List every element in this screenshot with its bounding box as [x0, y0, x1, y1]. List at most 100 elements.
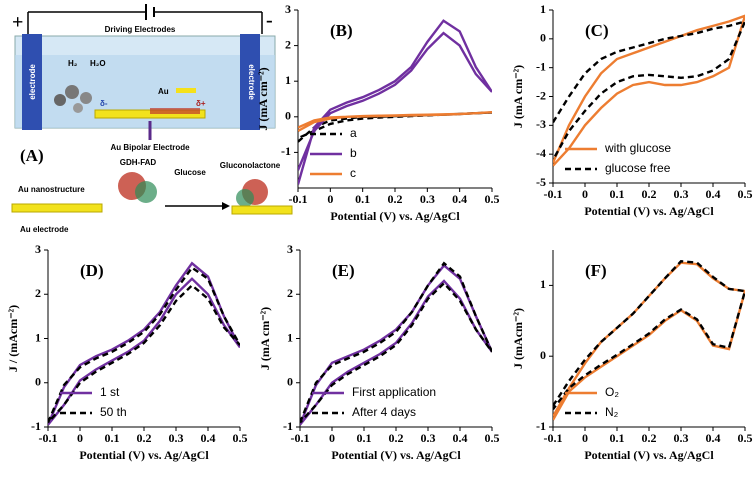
y-tick-label: -3 [536, 117, 546, 131]
au-label: Au [158, 87, 169, 96]
au-electrode [231, 205, 293, 215]
x-tick-label: 0.1 [610, 431, 625, 445]
enzyme [236, 189, 254, 207]
electrode-label: electrode [247, 64, 256, 100]
x-tick-label: 0 [582, 431, 588, 445]
panel-label: (D) [80, 261, 104, 280]
enzyme-label: GDH-FAD [120, 158, 157, 167]
x-tick-label: -0.1 [544, 187, 563, 201]
y-tick-label: 1 [540, 2, 546, 16]
y-axis-title: J (mA cm⁻²) [511, 65, 525, 128]
au-particle [176, 88, 196, 93]
x-tick-label: -0.1 [291, 431, 310, 445]
y-tick-label: 1 [287, 330, 293, 344]
legend-label: 1 st [100, 385, 120, 399]
y-axis-title: J (mAcm⁻²) [511, 308, 525, 369]
x-tick-label: 0.5 [233, 431, 248, 445]
y-tick-label: 2 [285, 37, 291, 51]
x-tick-label: 0.2 [389, 431, 404, 445]
delta-minus: δ- [100, 99, 108, 108]
legend-label: N₂ [605, 405, 619, 419]
x-tick-label: 0.4 [201, 431, 216, 445]
y-tick-label: -1 [536, 419, 546, 433]
minus-sign: - [266, 10, 273, 32]
y-tick-label: 1 [540, 277, 546, 291]
x-tick-label: -0.1 [289, 192, 308, 206]
h2-label: H₂ [68, 59, 78, 68]
y-tick-label: 2 [35, 286, 41, 300]
x-tick-label: -0.1 [544, 431, 563, 445]
cv-curve [300, 261, 492, 424]
x-tick-label: 0.2 [642, 431, 657, 445]
x-tick-label: 0 [582, 187, 588, 201]
y-axis-title: J (mA cm⁻²) [256, 67, 270, 130]
y-tick-label: 3 [285, 2, 291, 16]
x-tick-label: 0.1 [105, 431, 120, 445]
x-tick-label: 0.5 [738, 187, 753, 201]
y-tick-label: 0 [35, 375, 41, 389]
x-tick-label: 0.4 [706, 187, 721, 201]
x-tick-label: -0.1 [39, 431, 58, 445]
x-tick-label: 0.1 [355, 192, 370, 206]
bubble [54, 94, 66, 106]
y-tick-label: 1 [35, 330, 41, 344]
x-axis-title: Potential (V) vs. Ag/AgCl [584, 448, 714, 462]
x-tick-label: 0 [77, 431, 83, 445]
x-tick-label: 0.3 [420, 192, 435, 206]
y-tick-label: 0 [540, 31, 546, 45]
y-tick-label: 3 [287, 242, 293, 256]
x-tick-label: 0.2 [137, 431, 152, 445]
legend-label: a [350, 126, 357, 140]
cv-curve [48, 266, 240, 424]
cv-curve [298, 111, 492, 133]
glucose-label: Glucose [174, 168, 206, 177]
bubble [65, 85, 79, 99]
y-axis-title: J (mA cm⁻²) [258, 307, 272, 370]
panel-label: (B) [330, 21, 353, 40]
enzyme [135, 181, 157, 203]
x-tick-label: 0.2 [642, 187, 657, 201]
y-tick-label: 3 [35, 242, 41, 256]
h2o-label: H₂O [90, 59, 106, 68]
y-axis-title: J / (mAcm⁻²) [6, 305, 20, 372]
arrow-head [222, 202, 230, 210]
y-tick-label: -5 [536, 175, 546, 189]
nano-label: Au nanostructure [18, 185, 85, 194]
chart-panel: -1 0 1 2 3 -0.1 0 0.1 0.2 0.3 0.4 0.5 Potential (V) … [258, 242, 500, 462]
cv-curve [300, 263, 492, 426]
legend-label: b [350, 146, 357, 160]
bubble [73, 103, 83, 113]
legend-label: 50 th [100, 405, 127, 419]
x-tick-label: 0.3 [674, 187, 689, 201]
cv-curve [553, 260, 745, 411]
chart-panel: -1 0 1 2 3 -0.1 0 0.1 0.2 0.3 0.4 0.5 Potential (V) … [6, 242, 248, 462]
x-axis-title: Potential (V) vs. Ag/AgCl [331, 448, 461, 462]
x-tick-label: 0.3 [169, 431, 184, 445]
panel-label: (C) [585, 21, 609, 40]
x-tick-label: 0.5 [738, 431, 753, 445]
chart-panel: -1 0 1 -0.1 0 0.1 0.2 0.3 0.4 0.5 Potential (V) vs… [511, 250, 753, 462]
panel-label: (F) [585, 261, 607, 280]
y-tick-label: 1 [285, 73, 291, 87]
panel-label: (E) [332, 261, 355, 280]
y-tick-label: 2 [287, 286, 293, 300]
bubble [80, 92, 92, 104]
y-tick-label: -1 [536, 59, 546, 73]
driving-label: Driving Electrodes [105, 25, 176, 34]
y-tick-label: 0 [287, 375, 293, 389]
electrode-label: electrode [28, 64, 37, 100]
x-tick-label: 0.4 [706, 431, 721, 445]
cv-curve [48, 261, 240, 426]
au-deposit [150, 108, 200, 114]
au-electrode [11, 203, 103, 213]
legend-label: First application [352, 385, 436, 399]
x-tick-label: 0.5 [485, 431, 500, 445]
panel-label: (A) [20, 146, 44, 165]
cv-curve [553, 261, 745, 421]
x-tick-label: 0.3 [674, 431, 689, 445]
legend-label: glucose free [605, 161, 671, 175]
delta-plus: δ+ [196, 99, 206, 108]
diagram-a: + - Driving Electrodes electrode electro… [11, 4, 293, 234]
x-tick-label: 0.4 [452, 192, 467, 206]
